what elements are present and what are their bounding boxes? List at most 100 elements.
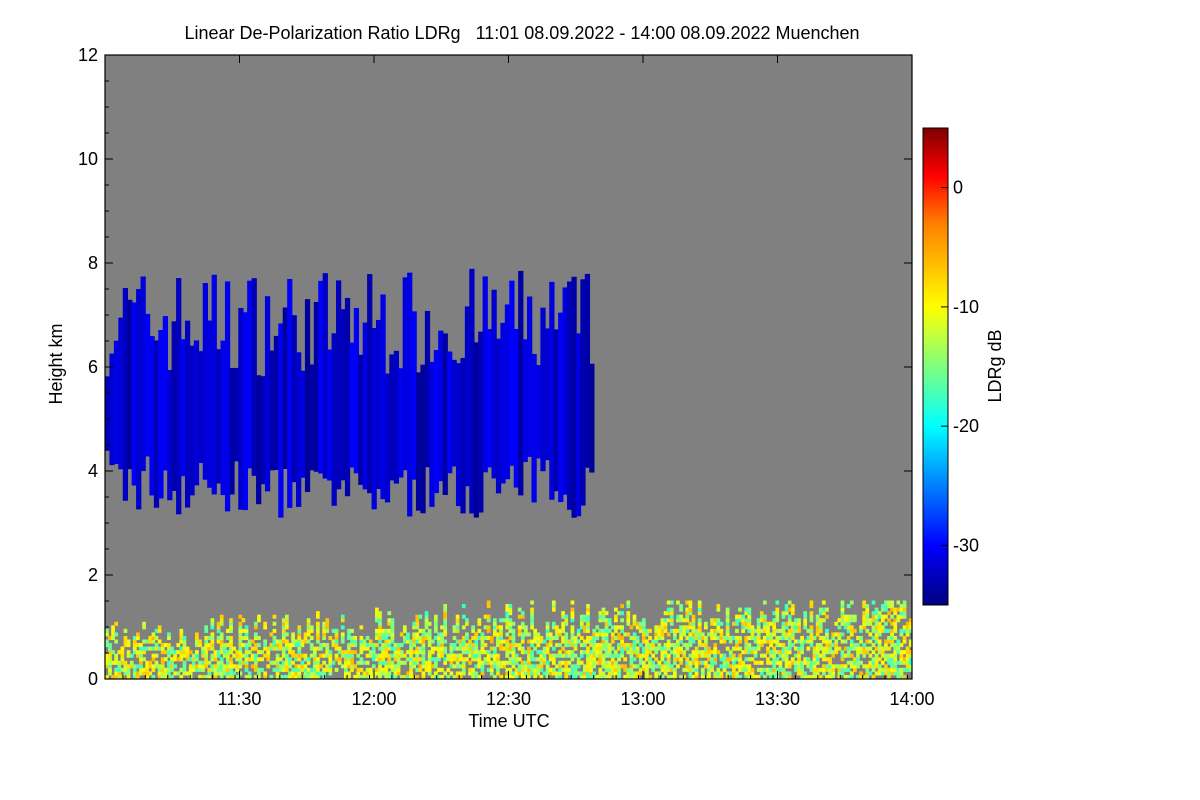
aerosol-cell — [396, 650, 401, 655]
aerosol-cell — [465, 635, 469, 640]
aerosol-cell — [350, 667, 354, 672]
aerosol-cell — [663, 618, 668, 623]
aerosol-cell — [285, 660, 289, 665]
aerosol-cell — [334, 667, 339, 672]
cloud-cell — [571, 276, 577, 518]
aerosol-cell — [517, 646, 522, 651]
aerosol-cell — [424, 667, 429, 672]
aerosol-cell — [381, 667, 385, 672]
aerosol-cell — [427, 635, 432, 640]
aerosol-cell — [598, 618, 603, 623]
aerosol-cell — [555, 643, 559, 648]
aerosol-cell — [781, 632, 786, 637]
aerosol-cell — [492, 660, 497, 665]
aerosol-cell — [871, 657, 876, 662]
aerosol-cell — [632, 635, 637, 640]
aerosol-cell — [899, 667, 904, 672]
aerosol-cell — [632, 618, 637, 623]
aerosol-cell — [316, 628, 320, 633]
aerosol-cell — [191, 660, 196, 665]
cloud-cell — [313, 301, 320, 472]
aerosol-cell — [567, 639, 572, 644]
aerosol-cell — [778, 660, 783, 665]
aerosol-cell — [794, 664, 798, 669]
aerosol-cell — [716, 607, 721, 612]
aerosol-cell — [502, 664, 506, 669]
aerosol-cell — [688, 639, 693, 644]
aerosol-cell — [524, 667, 528, 672]
aerosol-cell — [862, 614, 867, 619]
aerosol-cell — [520, 660, 525, 665]
aerosol-cell — [241, 660, 246, 665]
aerosol-cell — [471, 667, 475, 672]
aerosol-cell — [775, 639, 780, 644]
aerosol-cell — [480, 639, 485, 644]
aerosol-cell — [281, 621, 286, 626]
aerosol-cell — [880, 646, 885, 651]
aerosol-cell — [620, 604, 624, 609]
aerosol-cell — [216, 639, 221, 644]
aerosol-cell — [797, 653, 801, 658]
aerosol-cell — [865, 664, 870, 669]
cloud-cell — [535, 365, 542, 459]
aerosol-cell — [232, 674, 236, 679]
aerosol-cell — [812, 671, 817, 676]
aerosol-cell — [449, 664, 454, 669]
aerosol-cell — [775, 618, 780, 623]
aerosol-cell — [794, 618, 798, 623]
aerosol-cell — [738, 657, 742, 662]
aerosol-cell — [815, 660, 820, 665]
aerosol-cell — [840, 664, 845, 669]
aerosol-cell — [809, 667, 814, 672]
aerosol-cell — [893, 618, 898, 623]
aerosol-cell — [654, 639, 659, 644]
aerosol-cell — [775, 611, 780, 616]
aerosol-cell — [663, 650, 668, 655]
aerosol-cell — [576, 628, 581, 633]
aerosol-cell — [865, 604, 870, 609]
aerosol-cell — [617, 643, 621, 648]
aerosol-cell — [648, 664, 652, 669]
aerosol-cell — [163, 650, 168, 655]
aerosol-cell — [145, 664, 150, 669]
aerosol-cell — [483, 657, 488, 662]
aerosol-cell — [449, 671, 454, 676]
aerosol-cell — [427, 660, 432, 665]
aerosol-cell — [378, 671, 382, 676]
aerosol-cell — [623, 632, 628, 637]
x-tick-label: 12:30 — [486, 689, 531, 709]
aerosol-cell — [477, 657, 482, 662]
aerosol-cell — [896, 639, 901, 644]
aerosol-cell — [691, 660, 696, 665]
aerosol-cell — [573, 646, 578, 651]
aerosol-cell — [862, 611, 867, 616]
aerosol-cell — [486, 604, 491, 609]
aerosol-cell — [747, 643, 752, 648]
aerosol-cell — [421, 650, 426, 655]
aerosol-cell — [136, 653, 140, 658]
aerosol-cell — [809, 660, 814, 665]
aerosol-cell — [167, 646, 171, 651]
aerosol-cell — [483, 650, 488, 655]
aerosol-cell — [673, 650, 677, 655]
aerosol-cell — [170, 674, 174, 679]
aerosol-cell — [601, 607, 606, 612]
aerosol-cell — [632, 643, 637, 648]
aerosol-cell — [601, 660, 606, 665]
aerosol-cell — [160, 671, 165, 676]
aerosol-cell — [126, 650, 131, 655]
aerosol-cell — [679, 614, 683, 619]
aerosol-cell — [629, 653, 634, 658]
aerosol-cell — [626, 643, 631, 648]
aerosol-cell — [623, 664, 628, 669]
aerosol-cell — [691, 628, 696, 633]
aerosol-cell — [527, 650, 531, 655]
aerosol-cell — [244, 674, 249, 679]
aerosol-cell — [384, 632, 389, 637]
aerosol-cell — [890, 639, 894, 644]
y-tick-label: 10 — [78, 149, 98, 169]
aerosol-cell — [508, 628, 513, 633]
aerosol-cell — [160, 667, 165, 672]
aerosol-cell — [486, 628, 491, 633]
aerosol-cell — [716, 635, 721, 640]
